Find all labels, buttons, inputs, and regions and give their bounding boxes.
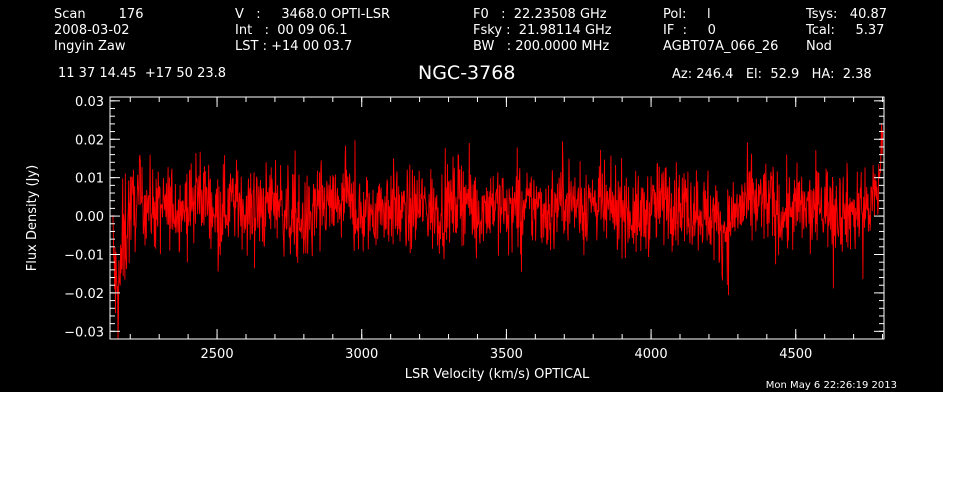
- tick-labels: 2500 3000 3500 4000 4500 −0.03 −0.02 −0.01 0.00 0…: [64, 95, 812, 362]
- plot-panel: 2500 3000 3500 4000 4500 −0.03 −0.02 −0.01 0.00 0…: [0, 0, 943, 392]
- y-tick-label: −0.02: [64, 287, 104, 302]
- procedure: Nod: [806, 39, 832, 54]
- axis-ticks: [110, 97, 884, 340]
- scan-number: Scan 176: [54, 7, 144, 22]
- source-name: NGC-3768: [418, 62, 516, 84]
- velocity-info: V : 3468.0 OPTI-LSR: [235, 7, 391, 22]
- x-tick-label: 3500: [490, 347, 523, 362]
- y-tick-label: 0.00: [75, 210, 104, 225]
- if-number: IF : 0: [663, 23, 716, 38]
- observation-date: 2008-03-02: [54, 23, 130, 38]
- y-tick-label: −0.01: [64, 248, 104, 263]
- lst: LST : +14 00 03.7: [235, 39, 353, 54]
- polarization: Pol: l: [663, 7, 711, 22]
- source-coordinates: 11 37 14.45 +17 50 23.8: [58, 66, 227, 81]
- rest-frequency: F0 : 22.23508 GHz: [473, 7, 607, 22]
- x-tick-label: 3000: [345, 347, 378, 362]
- y-tick-label: −0.03: [64, 325, 104, 340]
- bandwidth: BW : 200.0000 MHz: [473, 39, 610, 54]
- tsys: Tsys: 40.87: [806, 7, 888, 22]
- spectrum-chart: 2500 3000 3500 4000 4500 −0.03 −0.02 −0.01 0.00 0…: [25, 95, 897, 391]
- x-tick-label: 2500: [201, 347, 234, 362]
- timestamp: Mon May 6 22:26:19 2013: [766, 380, 897, 391]
- flux-spectrum-line: [112, 123, 884, 340]
- y-axis-label: Flux Density (Jy): [25, 165, 40, 271]
- sky-frequency: Fsky : 21.98114 GHz: [473, 23, 612, 38]
- y-tick-label: 0.03: [75, 95, 104, 110]
- integration-time: Int : 00 09 06.1: [235, 23, 348, 38]
- az-el-ha: Az: 246.4 El: 52.9 HA: 2.38: [672, 67, 872, 82]
- tcal: Tcal: 5.37: [806, 23, 885, 38]
- y-tick-label: 0.01: [75, 172, 104, 187]
- x-axis-label: LSR Velocity (km/s) OPTICAL: [405, 367, 590, 382]
- x-tick-label: 4500: [779, 347, 812, 362]
- x-tick-label: 4000: [635, 347, 668, 362]
- axes-frame: [109, 96, 885, 340]
- y-tick-label: 0.02: [75, 133, 104, 148]
- project-id: AGBT07A_066_26: [663, 39, 779, 54]
- observer-name: Ingyin Zaw: [54, 39, 126, 54]
- spectrum-series: [112, 123, 884, 340]
